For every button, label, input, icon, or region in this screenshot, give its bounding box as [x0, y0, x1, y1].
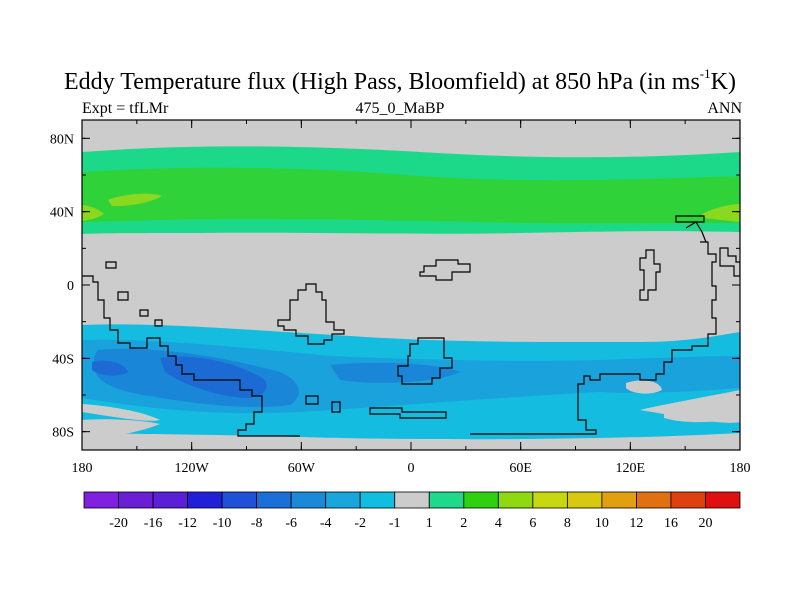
neutral-pocket-southwest: [82, 419, 160, 440]
colorbar-swatch: [670, 491, 706, 509]
y-tick-label: 40S: [52, 352, 74, 367]
coastline-pacific-islet-1: [139, 309, 149, 317]
colorbar-swatch: [83, 491, 119, 509]
coastline-antarctica: [369, 407, 447, 419]
colorbar-label: -8: [251, 516, 263, 531]
colorbar-label: 12: [629, 516, 643, 531]
colorbar-label: -10: [213, 516, 232, 531]
colorbar-swatch: [394, 491, 430, 509]
coastline-australia: [470, 241, 717, 435]
chart-title: Eddy Temperature flux (High Pass, Bloomf…: [64, 66, 736, 95]
colorbar: [83, 491, 741, 509]
x-tick-label: 120W: [175, 461, 210, 476]
x-tick-label: 120E: [616, 461, 646, 476]
colorbar-swatch: [118, 491, 154, 509]
colorbar-label: 16: [664, 516, 678, 531]
coastline-pacific-east: [719, 247, 740, 277]
colorbar-swatch: [463, 491, 499, 509]
colorbar-labels: -20 -16 -12 -10 -8 -6 -4 -2 -1 1 2 4 6 8 10 12 16 20: [109, 516, 712, 531]
colorbar-swatch: [428, 491, 465, 509]
y-tick-label: 0: [67, 279, 74, 294]
colorbar-label: 6: [529, 516, 536, 531]
colorbar-swatch: [497, 491, 534, 509]
colorbar-label: -16: [144, 516, 163, 531]
x-tick-label: 60W: [288, 461, 316, 476]
coastline-japan: [675, 215, 705, 223]
nh-flux-max-west: [82, 205, 104, 221]
colorbar-swatch: [256, 491, 292, 509]
coastline-baja: [117, 291, 129, 301]
coastline-pacific-islet-2: [154, 319, 163, 327]
neutral-pocket-southeast: [664, 399, 740, 423]
colorbar-label: 4: [495, 516, 502, 531]
colorbar-swatch: [705, 491, 741, 509]
neutral-pocket-southern-ocean: [626, 380, 662, 394]
nh-flux-max-center: [108, 193, 162, 207]
y-tick-label: 80N: [50, 132, 74, 147]
colorbar-swatch: [290, 491, 327, 509]
contour-field: [82, 120, 740, 450]
colorbar-label: -12: [178, 516, 197, 531]
colorbar-label: -6: [285, 516, 297, 531]
colorbar-label: 1: [426, 516, 433, 531]
x-tick-label: 60E: [509, 461, 532, 476]
colorbar-label: -20: [109, 516, 128, 531]
coastline-south-america: [277, 283, 345, 345]
colorbar-swatch: [532, 491, 568, 509]
colorbar-swatch: [325, 491, 361, 509]
x-axis-labels: 180 120W 60W 0 60E 120E 180: [72, 461, 751, 476]
colorbar-swatch: [221, 491, 258, 509]
season-label: ANN: [707, 100, 742, 117]
coastline-north-pacific-islands: [105, 261, 117, 269]
x-tick-label: 180: [72, 461, 93, 476]
x-tick-label: 180: [730, 461, 751, 476]
y-axis-labels: 80N 40N 0 40S 80S: [50, 132, 74, 440]
nh-flux-max-east: [702, 204, 740, 222]
coastlines: [82, 215, 740, 437]
colorbar-label: 2: [460, 516, 467, 531]
colorbar-label: 8: [564, 516, 571, 531]
colorbar-swatch: [636, 491, 672, 509]
coastline-americas-west: [82, 275, 300, 437]
y-tick-label: 80S: [52, 426, 74, 441]
coastline-antarctica-patch-2: [331, 401, 341, 413]
y-tick-label: 40N: [50, 206, 74, 221]
colorbar-swatch: [152, 491, 188, 509]
coastline-asia-north: [419, 259, 471, 281]
coastline-antarctica-patch-1: [305, 395, 319, 405]
coastline-asia-east: [639, 249, 661, 301]
case-label: 475_0_MaBP: [355, 100, 445, 117]
sh-flux-band-3-east: [330, 362, 460, 383]
x-tick-label: 0: [408, 461, 415, 476]
colorbar-label: 20: [698, 516, 712, 531]
nh-flux-band-green: [82, 167, 740, 224]
axis-ticks: [81, 120, 741, 450]
colorbar-label: -2: [354, 516, 366, 531]
colorbar-swatch: [601, 491, 637, 509]
sh-flux-band-4-west: [92, 360, 128, 376]
colorbar-label: -4: [320, 516, 332, 531]
experiment-label: Expt = tfLMr: [82, 100, 169, 117]
colorbar-swatch: [566, 491, 603, 509]
colorbar-swatch: [187, 491, 223, 509]
coastline-africa: [397, 337, 453, 385]
coastline-korea: [685, 221, 707, 243]
colorbar-label: 10: [595, 516, 609, 531]
colorbar-swatch: [359, 491, 396, 509]
colorbar-label: -1: [389, 516, 401, 531]
